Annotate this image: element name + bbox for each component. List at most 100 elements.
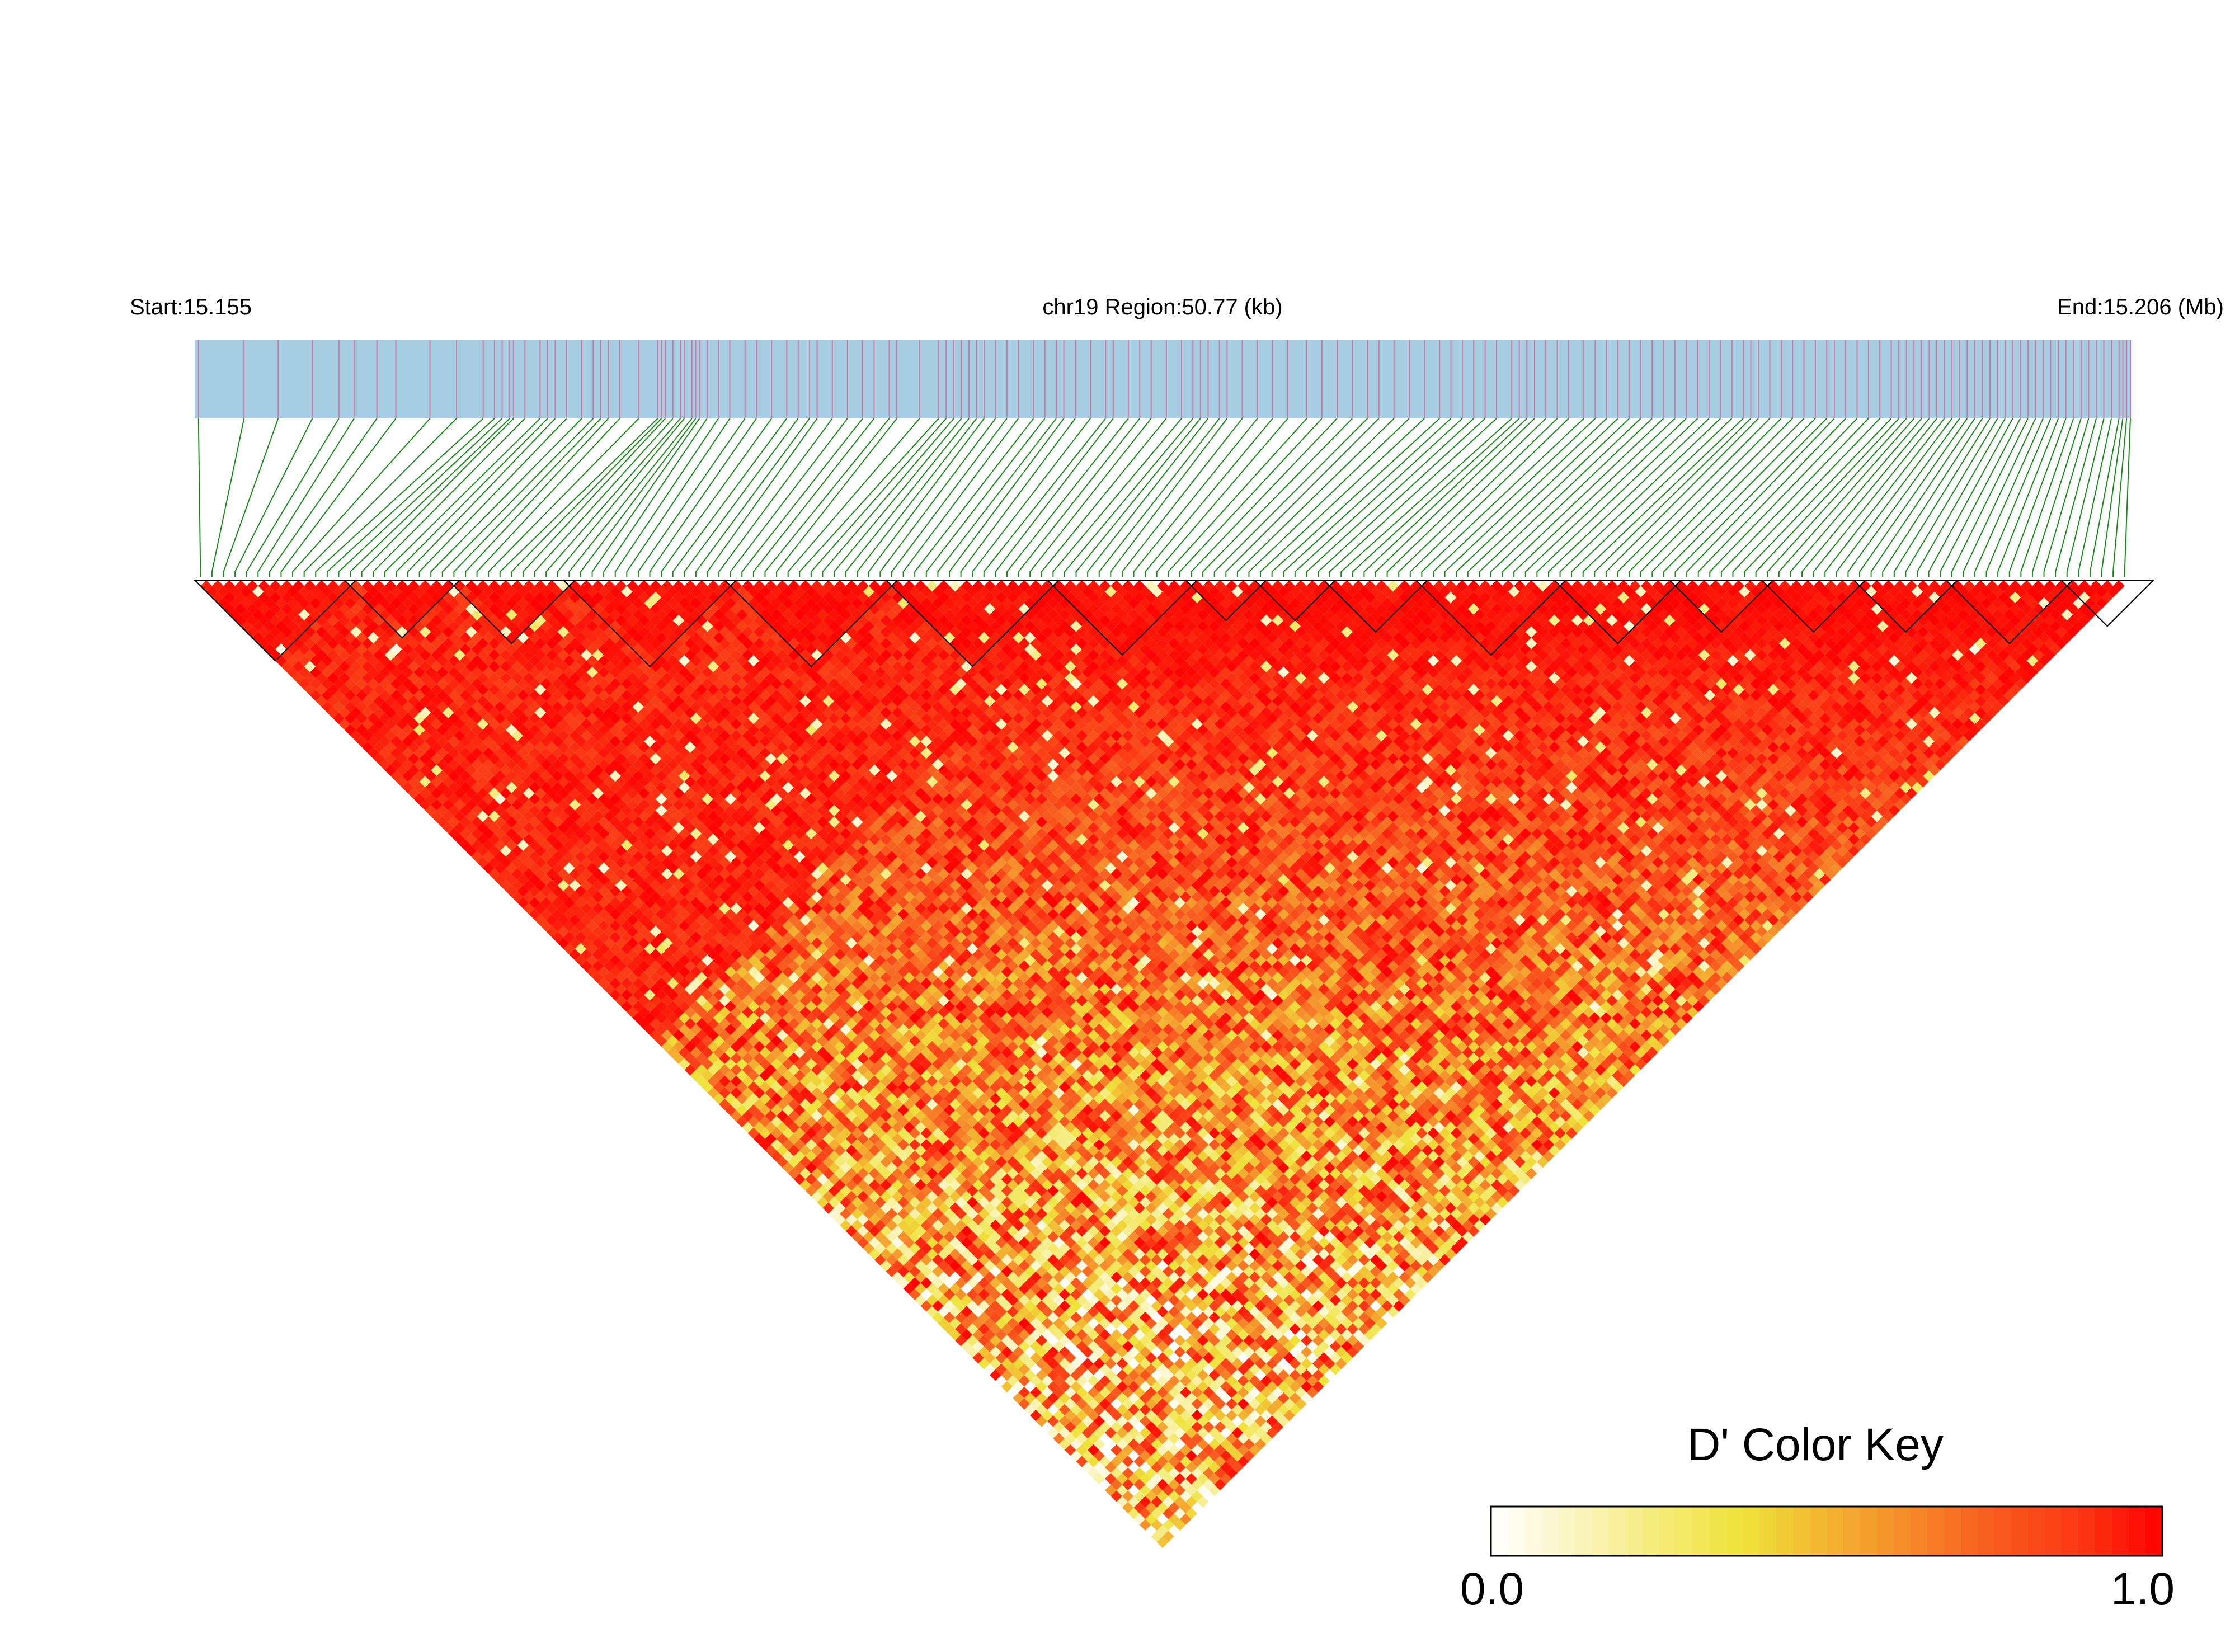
ld-pair-cell xyxy=(1036,1415,1048,1427)
snp-connector-line xyxy=(2124,418,2131,577)
snp-connector-line xyxy=(1778,418,1915,577)
snp-connector-line xyxy=(845,418,970,577)
snp-connector-line xyxy=(1836,418,1952,577)
ld-pair-cell xyxy=(534,891,547,903)
ld-pair-cell xyxy=(1030,1409,1042,1422)
ld-pair-cell xyxy=(638,1006,650,1018)
ld-pair-cell xyxy=(1093,1461,1105,1474)
snp-connector-line xyxy=(1041,418,1167,577)
snp-position-track xyxy=(195,340,2130,418)
snp-connector-line xyxy=(280,418,397,577)
snp-connector-line xyxy=(1191,418,1338,577)
snp-connector-line xyxy=(960,418,1076,577)
ld-pair-cell xyxy=(817,1185,829,1197)
ld-pair-cell xyxy=(350,729,362,742)
ld-pair-cell xyxy=(506,885,517,897)
ld-pair-cell xyxy=(442,822,454,834)
ld-pair-cell xyxy=(972,1352,984,1364)
ld-pair-cell xyxy=(321,678,333,690)
ld-pair-cell xyxy=(321,701,333,713)
snp-connector-line xyxy=(1755,418,1899,577)
ld-pair-cell xyxy=(817,1196,829,1208)
snp-connector-line xyxy=(1098,418,1220,577)
ld-pair-cell xyxy=(759,1127,771,1139)
ld-pair-cell xyxy=(442,799,454,811)
snp-connector-line xyxy=(649,418,757,577)
snp-connector-line xyxy=(211,418,245,577)
snp-connector-line xyxy=(269,418,378,577)
snp-connector-line xyxy=(361,418,514,577)
ld-pair-cell xyxy=(1001,1381,1013,1392)
snp-connector-line xyxy=(1168,418,1307,577)
ld-pair-cell xyxy=(765,1145,777,1156)
ld-pair-cell xyxy=(966,1334,978,1347)
ld-pair-cell xyxy=(984,1352,996,1364)
snp-connector-line xyxy=(1916,418,2006,577)
ld-pair-cell xyxy=(782,1150,794,1162)
ld-pair-cell xyxy=(990,1369,1001,1381)
ld-pair-cell xyxy=(909,1277,921,1289)
snp-connector-line xyxy=(1928,418,2013,577)
snp-connector-line xyxy=(476,418,620,577)
snp-connector-line xyxy=(557,418,685,577)
ld-pair-cell xyxy=(350,718,362,730)
ld-pair-cell xyxy=(909,1288,921,1301)
snp-connector-line xyxy=(1306,418,1474,577)
ld-pair-cell xyxy=(1122,1490,1134,1502)
snp-connector-line xyxy=(488,418,639,577)
ld-pair-cell xyxy=(955,1323,967,1335)
ld-pair-cell xyxy=(1116,1496,1128,1508)
snp-connector-line xyxy=(303,418,457,577)
snp-connector-line xyxy=(1524,418,1687,577)
ld-pair-cell xyxy=(321,689,333,702)
ld-pair-cell xyxy=(788,1168,800,1179)
snp-connector-line xyxy=(1386,418,1546,577)
ld-pair-cell xyxy=(811,1179,823,1191)
ld-pair-cell xyxy=(799,1168,811,1179)
ld-pair-cell xyxy=(857,1225,869,1237)
ld-pair-cell xyxy=(1001,1369,1013,1381)
ld-pair-cell xyxy=(1133,1502,1146,1514)
snp-connector-line xyxy=(326,418,495,577)
snp-connector-line xyxy=(1110,418,1228,577)
ld-pair-cell xyxy=(638,1018,650,1030)
snp-connector-line xyxy=(1479,418,1641,577)
ld-pair-cell xyxy=(1030,1398,1042,1410)
ld-pair-cell xyxy=(534,914,547,926)
ld-pair-cell xyxy=(1064,1444,1076,1456)
snp-connector-line xyxy=(948,418,1065,577)
ld-pair-cell xyxy=(828,1196,840,1208)
snp-connector-line xyxy=(396,418,548,577)
snp-connector-line xyxy=(1859,418,1968,577)
ld-pair-cell xyxy=(471,839,483,851)
ld-pair-cell xyxy=(840,1220,851,1231)
ld-pair-cell xyxy=(1047,1427,1059,1439)
snp-connector-line xyxy=(1121,418,1243,577)
ld-pair-cell xyxy=(805,1185,817,1197)
snp-connector-line xyxy=(1318,418,1486,577)
snp-connector-line xyxy=(972,418,1091,577)
snp-connector-line xyxy=(522,418,666,577)
ld-pair-cell xyxy=(293,672,304,684)
ld-pair-cell xyxy=(1058,1438,1071,1450)
snp-connector-line xyxy=(1179,418,1323,577)
ld-pair-cell xyxy=(223,591,236,604)
snp-connector-line xyxy=(776,418,897,577)
snp-connector-line xyxy=(1582,418,1744,577)
ld-pair-cell xyxy=(1053,1433,1065,1444)
snp-connector-line xyxy=(822,418,954,577)
ld-pair-cell xyxy=(1047,1415,1059,1427)
ld-pair-cell xyxy=(845,1213,858,1226)
snp-connector-line xyxy=(1813,418,1937,577)
ld-pair-cell xyxy=(1041,1409,1053,1422)
snp-connector-line xyxy=(441,418,594,577)
snp-connector-line xyxy=(1467,418,1630,577)
snp-connector-line xyxy=(2101,418,2124,577)
snp-connector-line xyxy=(661,418,773,577)
snp-connector-line xyxy=(534,418,674,577)
snp-connector-line xyxy=(1513,418,1676,577)
ld-pair-cell xyxy=(413,770,425,782)
ld-pair-cell xyxy=(1018,1398,1031,1410)
ld-pair-cell xyxy=(702,1081,713,1093)
ld-pair-cell xyxy=(506,862,517,874)
